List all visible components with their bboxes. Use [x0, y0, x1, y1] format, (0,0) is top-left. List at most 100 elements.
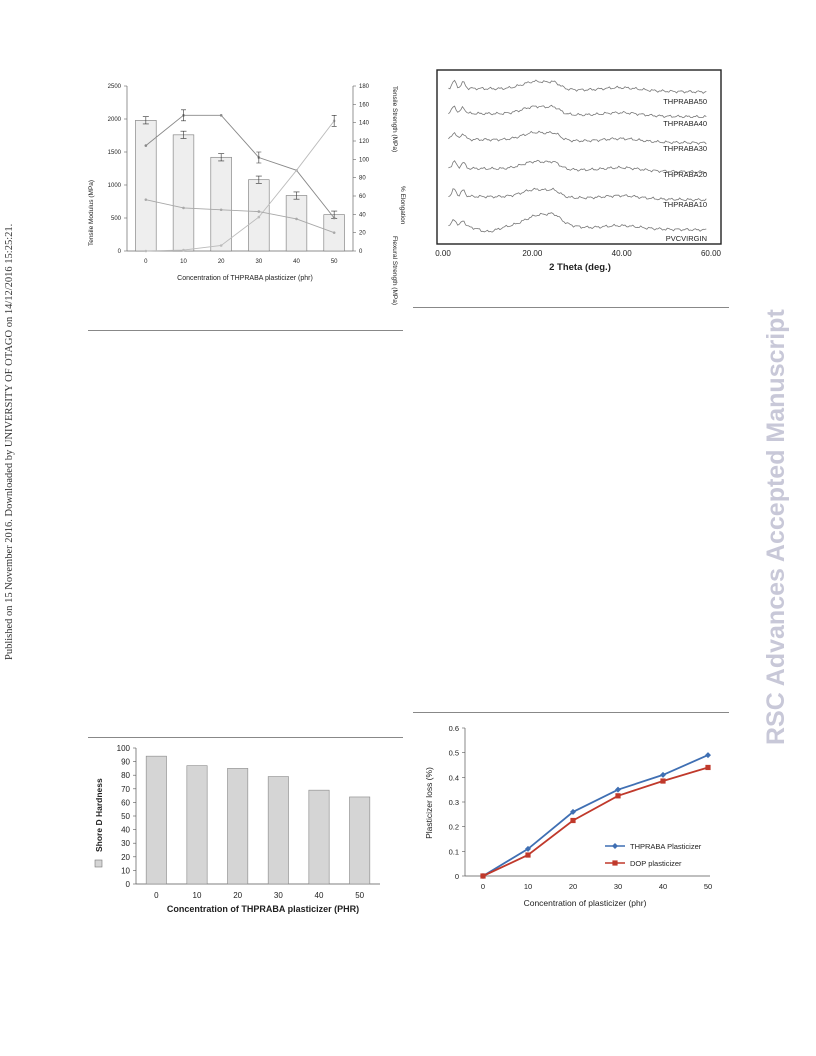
chart4-point-thpraba	[570, 808, 576, 815]
chart1-point	[219, 114, 223, 117]
chart2-xlabel: 2 Theta (deg.)	[549, 262, 611, 273]
chart4-x-tick-label: 30	[614, 882, 622, 891]
chart2-pattern-line	[448, 187, 707, 202]
chart3-x-tick-label: 20	[233, 891, 242, 900]
chart2-pattern-line	[448, 159, 707, 174]
chart1-bar-tensile-modulus	[248, 179, 270, 252]
chart3-xlabel: Concentration of THPRABA plasticizer (PH…	[167, 904, 359, 914]
divider-left-top	[88, 330, 403, 331]
chart4-point-dop	[525, 852, 531, 858]
chart1-errorbar	[218, 153, 225, 162]
chart3-y-tick-label: 60	[121, 798, 130, 807]
chart1-x-tick-label: 50	[331, 259, 338, 265]
chart4-legend-label: THPRABA Plasticizer	[630, 842, 702, 851]
chart1-legend-tensile-strength: Tensile Strength (MPa)	[391, 86, 398, 152]
chart1-x-tick-label: 20	[218, 259, 225, 265]
figure-plasticizer-loss: 0 0.1 0.2 0.3 0.4 0.5 0.6 0 10 20 30 40 50 THPRABA Pl…	[424, 724, 712, 908]
chart1-right-tick-label: 0	[359, 249, 363, 255]
chart3-y-tick-label: 90	[121, 758, 130, 767]
figure-hardness: 0 10 20 30 40 50 60 70 80 90 100 0 10 20 30 40 50 Concen…	[94, 744, 380, 914]
chart2-x-tick-label: 60.00	[701, 249, 722, 258]
chart1-legend-elongation: % Elongation	[399, 186, 406, 225]
chart4-y-tick-label: 0.4	[449, 773, 459, 782]
chart4-ylabel: Plasticizer loss (%)	[424, 767, 434, 839]
chart4-legend-marker	[612, 843, 618, 849]
chart3-y-tick-label: 20	[121, 853, 130, 862]
figure-xrd: 0.00 20.00 40.00 60.00 THPRABA50 THPRABA40 THP…	[435, 69, 722, 273]
chart4-point-dop	[480, 873, 486, 879]
chart1-right-tick-label: 120	[359, 139, 370, 145]
chart1-point	[332, 231, 336, 234]
chart3-bar	[145, 755, 167, 885]
chart3-y-tick-label: 80	[121, 771, 130, 780]
chart2-x-tick-label: 40.00	[612, 249, 633, 258]
chart3-bar	[227, 768, 249, 885]
chart1-right-tick-label: 160	[359, 102, 370, 108]
chart4-y-tick-label: 0.5	[449, 749, 459, 758]
chart4-point-dop	[660, 778, 666, 784]
chart2-pattern-line	[448, 104, 707, 119]
chart4-x-tick-label: 20	[569, 882, 577, 891]
chart4-x-tick-label: 10	[524, 882, 532, 891]
chart1-x-tick-label: 10	[180, 259, 187, 265]
chart3-bar	[267, 776, 289, 885]
chart3-y-tick-label: 10	[121, 866, 130, 875]
chart2-x-tick-label: 0.00	[435, 249, 451, 258]
chart3-x-tick-label: 10	[193, 891, 202, 900]
chart1-bar-tensile-modulus	[210, 156, 232, 252]
chart1-line-errorbar	[331, 115, 337, 127]
chart3-x-tick-label: 30	[274, 891, 283, 900]
chart2-frame	[436, 69, 722, 245]
chart1-point	[182, 206, 185, 210]
chart1-legend-flexural-strength: Flexural Strength (MPa)	[391, 236, 398, 305]
chart1-point	[332, 216, 336, 220]
chart1-point	[219, 208, 223, 212]
chart1-point	[144, 144, 148, 147]
chart4-legend-marker	[612, 860, 618, 866]
chart1-left-tick-label: 1500	[108, 150, 122, 156]
chart4-y-tick-label: 0.6	[449, 724, 459, 733]
chart3-y-tick-label: 30	[121, 839, 130, 848]
download-notice: Published on 15 November 2016. Downloade…	[4, 223, 15, 660]
chart1-point	[144, 198, 148, 201]
chart1-right-tick-label: 60	[359, 194, 366, 200]
chart1-left-tick-label: 1000	[108, 183, 122, 189]
chart1-right-tick-label: 20	[359, 231, 366, 237]
chart4-point-thpraba	[660, 771, 666, 778]
chart2-pattern-line	[448, 130, 707, 145]
chart2-pattern-label: THPRABA40	[663, 119, 707, 128]
chart4-x-tick-label: 40	[659, 882, 667, 891]
chart1-line-errorbar	[256, 151, 262, 164]
chart1-left-tick-label: 0	[118, 249, 122, 255]
chart4-legend-label: DOP plasticizer	[630, 859, 682, 868]
chart1-left-tick-label: 500	[111, 216, 122, 222]
chart4-y-tick-label: 0	[455, 872, 459, 881]
chart3-legend-swatch	[94, 859, 103, 868]
chart2-pattern-label: THPRABA10	[663, 200, 707, 209]
chart3-bar	[308, 789, 330, 885]
divider-right-bottom	[413, 712, 729, 713]
chart1-right-tick-label: 140	[359, 121, 370, 127]
chart1-point	[295, 217, 298, 221]
chart1-x-tick-label: 0	[144, 259, 148, 265]
chart4-xlabel: Concentration of plasticizer (phr)	[524, 898, 647, 908]
chart1-errorbar	[142, 116, 149, 125]
chart1-point	[295, 169, 298, 172]
chart1-line-tensile-strength	[145, 114, 335, 219]
chart2-x-tick-label: 20.00	[522, 249, 543, 258]
chart1-bar-tensile-modulus	[285, 195, 308, 252]
chart1-errorbar	[293, 191, 300, 200]
chart1-left-tick-label: 2000	[108, 117, 122, 123]
chart3-x-tick-label: 0	[154, 891, 159, 900]
chart4-point-thpraba	[525, 845, 531, 852]
chart3-y-tick-label: 0	[126, 880, 131, 889]
chart1-right-tick-label: 180	[359, 84, 370, 90]
chart2-pattern-line	[448, 79, 707, 94]
chart3-x-tick-label: 50	[355, 891, 364, 900]
chart1-errorbar	[180, 130, 187, 139]
chart4-line-thpraba	[482, 754, 709, 877]
chart1-point	[182, 248, 185, 252]
chart3-bar	[349, 796, 371, 885]
chart1-point	[219, 244, 223, 247]
chart3-y-tick-label: 100	[117, 744, 131, 753]
